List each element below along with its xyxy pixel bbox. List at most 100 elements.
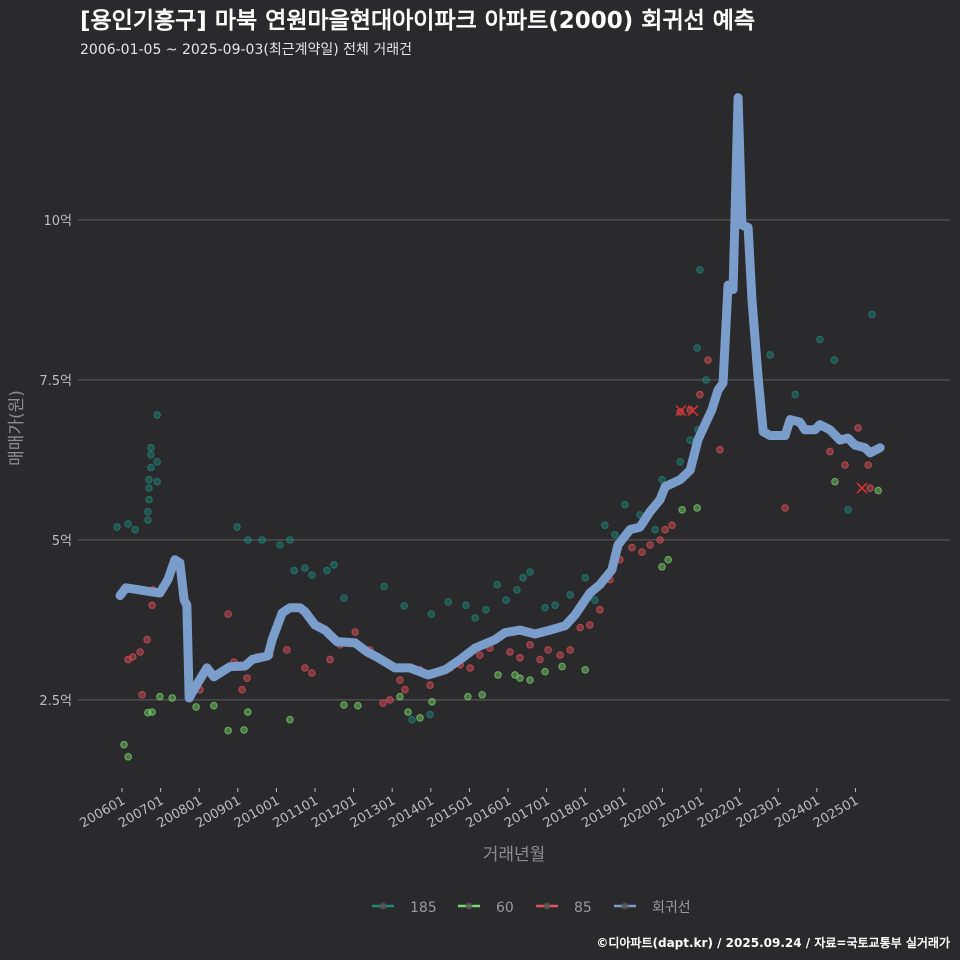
data-point-185 (131, 525, 139, 534)
data-point-185 (702, 376, 710, 384)
data-point-185 (444, 598, 452, 606)
data-point-185 (147, 443, 155, 452)
data-point-60 (428, 698, 436, 706)
data-point-85 (401, 685, 409, 694)
data-point-60 (396, 692, 404, 701)
data-point-185 (276, 541, 284, 549)
data-point-60 (192, 703, 200, 711)
data-point-60 (168, 694, 176, 702)
data-point-85 (243, 674, 251, 682)
data-point-185 (541, 603, 549, 612)
data-point-85 (566, 646, 574, 654)
data-point-60 (558, 662, 566, 671)
data-point-60 (354, 701, 362, 710)
data-point-185 (513, 586, 521, 594)
legend-label: 185 (410, 900, 437, 916)
legend-label: 60 (496, 900, 514, 916)
data-point-85 (668, 521, 676, 529)
data-point-85 (556, 651, 564, 659)
cancelled-marker (675, 405, 687, 417)
data-point-85 (143, 635, 151, 644)
data-point-60 (240, 726, 248, 734)
data-point-185 (591, 596, 599, 604)
data-point-185 (147, 463, 155, 472)
cancelled-marker (687, 405, 699, 417)
data-point-60 (286, 715, 294, 724)
data-point-185 (611, 530, 619, 539)
data-point-85 (238, 685, 246, 694)
data-point-85 (386, 696, 394, 704)
data-point-85 (301, 664, 309, 672)
data-point-185 (290, 566, 298, 575)
data-point-60 (693, 504, 701, 512)
data-point-185 (408, 715, 416, 724)
data-point-85 (638, 548, 646, 556)
data-point-60 (404, 708, 412, 716)
data-point-185 (676, 458, 684, 466)
data-point-85 (129, 653, 137, 661)
data-point-185 (301, 564, 309, 572)
legend-label: 회귀선 (652, 900, 691, 916)
legend: 185 60 85 회귀선 (372, 900, 691, 916)
data-point-85 (841, 461, 849, 469)
data-point-185 (696, 266, 704, 274)
data-point-185 (144, 507, 152, 516)
legend-item-60: 60 (458, 900, 514, 916)
data-point-85 (854, 424, 862, 432)
data-point-185 (113, 523, 121, 531)
data-point-60 (658, 562, 666, 571)
legend-key-point (379, 902, 387, 910)
y-axis-title: 매매가(원) (7, 390, 27, 466)
data-point-85 (866, 484, 874, 492)
data-point-60 (224, 726, 232, 735)
data-point-185 (153, 458, 161, 466)
data-point-185 (686, 436, 695, 444)
data-point-85 (351, 628, 359, 636)
data-point-185 (124, 520, 132, 528)
data-point-85 (136, 648, 144, 656)
data-point-185 (426, 710, 434, 719)
data-point-185 (144, 516, 152, 524)
data-point-85 (308, 669, 316, 677)
data-point-185 (502, 596, 510, 604)
legend-item-185: 185 (372, 900, 437, 916)
data-point-60 (244, 708, 252, 716)
data-point-60 (581, 666, 590, 674)
data-point-85 (704, 356, 712, 364)
data-point-185 (145, 484, 153, 492)
data-point-85 (224, 610, 232, 618)
y-tick-label: 10억 (43, 214, 72, 229)
data-point-185 (258, 536, 266, 544)
data-point-60 (494, 671, 502, 679)
data-point-60 (516, 674, 524, 682)
data-point-185 (830, 356, 838, 364)
data-point-185 (400, 602, 408, 610)
data-point-185 (551, 601, 559, 609)
data-point-185 (519, 573, 527, 582)
data-point-185 (844, 506, 852, 514)
data-point-85 (466, 664, 474, 672)
data-point-85 (544, 646, 552, 654)
data-point-60 (416, 714, 424, 722)
data-point-185 (244, 536, 252, 544)
legend-label: 85 (574, 900, 592, 916)
cross-icon (856, 482, 868, 494)
chart-subtitle: 2006-01-05 ~ 2025-09-03(최근계약일) 전체 거래건 (80, 42, 412, 58)
data-point-185 (380, 582, 388, 591)
data-point-185 (766, 351, 774, 359)
data-point-85 (516, 653, 524, 662)
data-point-85 (536, 655, 544, 664)
data-point-85 (716, 445, 724, 454)
data-point-60 (120, 740, 128, 749)
cancelled-marker (856, 482, 868, 494)
data-point-85 (379, 699, 387, 707)
data-point-185 (147, 450, 155, 459)
data-point-85 (138, 690, 146, 699)
data-point-185 (308, 571, 316, 579)
data-point-85 (661, 525, 669, 534)
cross-icon (675, 405, 687, 417)
data-point-85 (476, 651, 484, 659)
data-point-85 (283, 646, 291, 654)
legend-key-point (621, 902, 629, 910)
